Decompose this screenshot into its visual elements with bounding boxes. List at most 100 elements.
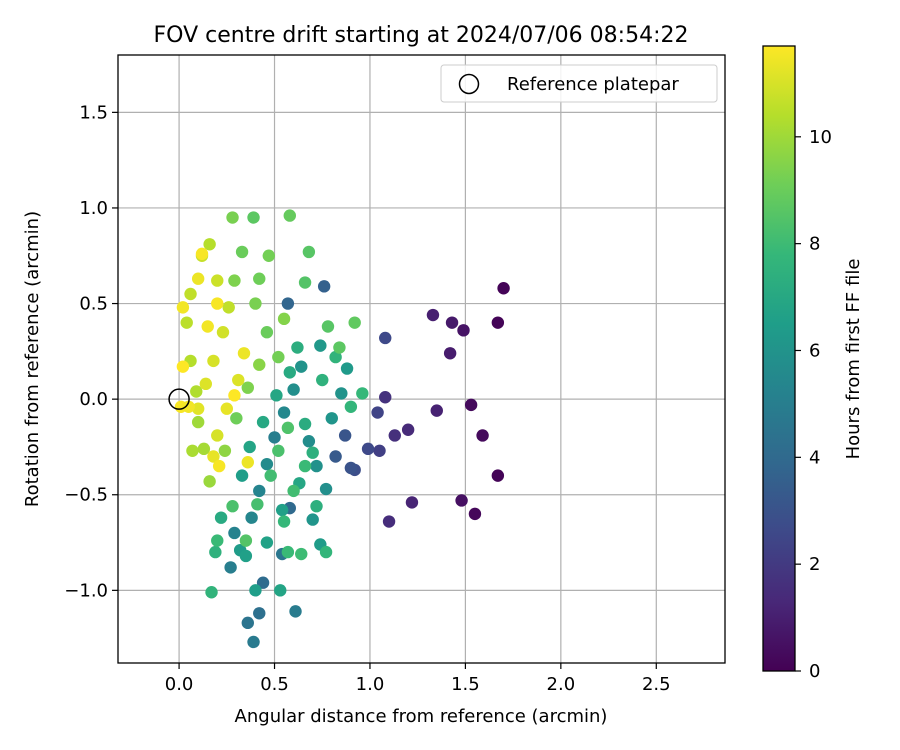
scatter-point bbox=[361, 442, 375, 456]
scatter-point bbox=[426, 308, 440, 322]
scatter-point bbox=[232, 373, 245, 387]
scatter-point bbox=[335, 387, 348, 400]
scatter-point bbox=[228, 526, 241, 540]
scatter-point bbox=[325, 412, 338, 425]
scatter-point bbox=[195, 247, 209, 261]
scatter-point bbox=[226, 211, 239, 224]
scatter-point bbox=[306, 513, 319, 526]
scatter-point bbox=[199, 377, 213, 391]
scatter-point bbox=[310, 459, 323, 473]
scatter-point bbox=[443, 347, 457, 360]
scatter-point bbox=[277, 515, 291, 528]
scatter-point bbox=[260, 326, 274, 339]
colorbar-tick-label: 6 bbox=[809, 340, 820, 361]
scatter-point bbox=[260, 457, 274, 471]
scatter-point bbox=[207, 450, 220, 463]
scatter-point bbox=[283, 209, 296, 222]
scatter-point bbox=[295, 360, 308, 373]
reference-platepar-marker bbox=[168, 388, 190, 410]
scatter-point bbox=[260, 536, 274, 549]
scatter-point bbox=[274, 584, 287, 597]
scatter-point bbox=[430, 404, 443, 417]
scatter-point bbox=[230, 412, 243, 425]
y-tick-label: −1.0 bbox=[64, 580, 108, 601]
scatter-point bbox=[253, 607, 266, 620]
scatter-point bbox=[298, 417, 312, 431]
scatter-point bbox=[245, 511, 258, 524]
scatter-point bbox=[295, 547, 308, 561]
scatter-point bbox=[329, 450, 342, 463]
scatter-point bbox=[201, 320, 214, 333]
colorbar-tick-label: 0 bbox=[809, 661, 820, 682]
scatter-point bbox=[344, 461, 358, 475]
scatter-point bbox=[253, 272, 266, 285]
scatter-point bbox=[298, 276, 312, 289]
scatter-point bbox=[277, 406, 291, 419]
scatter-point bbox=[373, 444, 386, 457]
scatter-point bbox=[256, 576, 270, 589]
grid-lines bbox=[118, 55, 725, 663]
colorbar-tick-label: 8 bbox=[809, 234, 820, 255]
scatter-point bbox=[281, 545, 295, 559]
scatter-point bbox=[211, 429, 224, 442]
x-tick-label: 1.5 bbox=[451, 674, 480, 695]
scatter-point bbox=[264, 469, 277, 482]
scatter-point bbox=[302, 245, 316, 259]
colorbar-ticks: 0 2 4 6 8 10 bbox=[795, 127, 832, 682]
scatter-point bbox=[457, 324, 470, 337]
scatter-point bbox=[211, 274, 224, 287]
scatter-point bbox=[205, 586, 218, 599]
scatter-point bbox=[356, 387, 369, 400]
y-tick-label: 0.0 bbox=[79, 389, 108, 410]
scatter-point bbox=[180, 316, 193, 329]
colorbar-tick-label: 10 bbox=[809, 127, 832, 148]
scatter-point bbox=[302, 435, 316, 448]
scatter-point bbox=[253, 484, 266, 498]
scatter-point bbox=[211, 297, 224, 310]
scatter-point bbox=[316, 373, 329, 387]
legend-open-circle-marker bbox=[458, 73, 480, 95]
colorbar-gradient bbox=[762, 45, 796, 672]
scatter-point bbox=[445, 316, 459, 329]
scatter-point bbox=[228, 389, 241, 402]
scatter-point bbox=[291, 341, 304, 354]
scatter-point bbox=[333, 341, 346, 354]
x-tick-label: 0.5 bbox=[260, 674, 289, 695]
scatter-point bbox=[191, 415, 205, 429]
scatter-point bbox=[497, 282, 510, 295]
scatter-point bbox=[247, 211, 260, 224]
scatter-point bbox=[340, 362, 354, 375]
scatter-point bbox=[277, 312, 291, 326]
scatter-point bbox=[203, 238, 216, 251]
scatter-point bbox=[186, 444, 199, 457]
scatter-point bbox=[249, 297, 262, 310]
scatter-point bbox=[314, 339, 327, 352]
scatter-point bbox=[268, 431, 281, 444]
y-tick-label: 0.5 bbox=[79, 294, 108, 315]
y-axis-ticks: −1.0 −0.5 0.0 0.5 1.0 1.5 bbox=[64, 102, 118, 601]
scatter-point bbox=[319, 482, 333, 496]
x-tick-label: 1.0 bbox=[356, 674, 385, 695]
scatter-point bbox=[281, 421, 295, 435]
chart-title: FOV centre drift starting at 2024/07/06 … bbox=[154, 23, 689, 48]
plot-frame bbox=[117, 54, 726, 664]
scatter-point bbox=[241, 381, 254, 394]
scatter-point bbox=[405, 496, 419, 509]
scatter-point bbox=[306, 446, 319, 459]
scatter-point bbox=[476, 429, 489, 442]
colorbar-tick-label: 2 bbox=[809, 554, 820, 575]
scatter-point bbox=[379, 331, 392, 345]
x-tick-label: 2.0 bbox=[547, 674, 576, 695]
scatter-point bbox=[253, 358, 266, 371]
scatter-point bbox=[237, 347, 251, 360]
scatter-point bbox=[207, 354, 220, 368]
scatter-point bbox=[329, 350, 342, 364]
scatter-point bbox=[190, 385, 203, 398]
y-tick-label: 1.5 bbox=[79, 102, 108, 123]
legend-label-reference-platepar: Reference platepar bbox=[507, 74, 679, 95]
scatter-point bbox=[371, 406, 384, 419]
scatter-point bbox=[216, 326, 230, 339]
scatter-point bbox=[321, 320, 335, 333]
scatter-point bbox=[239, 534, 253, 547]
scatter-point bbox=[289, 605, 302, 618]
